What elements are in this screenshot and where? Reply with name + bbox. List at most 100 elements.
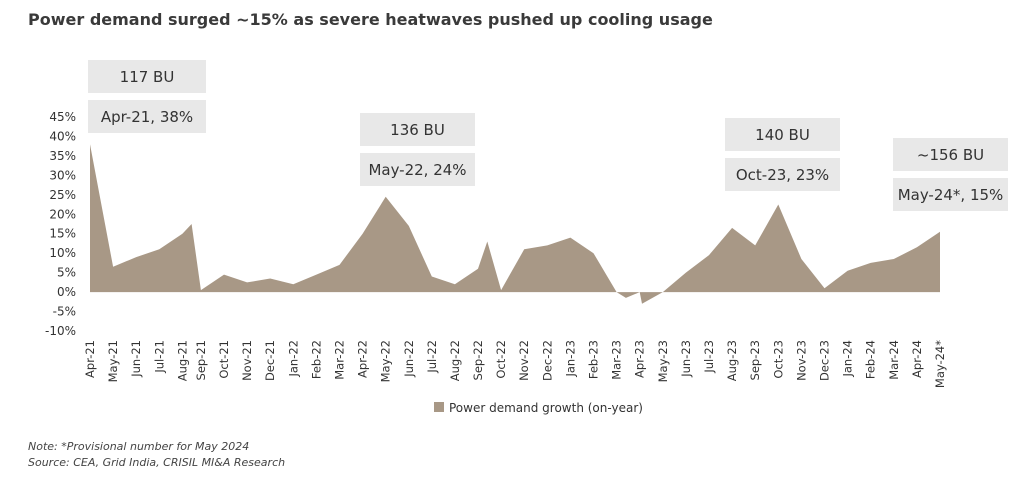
data-point: [639, 291, 641, 293]
x-tick-label: Sep-21: [194, 340, 208, 380]
y-tick-label: 10%: [49, 246, 76, 260]
x-tick-label: Sep-23: [748, 340, 762, 380]
data-point: [135, 256, 137, 258]
data-point: [939, 231, 941, 233]
data-point: [893, 258, 895, 260]
annotation-value: 140 BU: [755, 126, 810, 144]
data-point: [731, 227, 733, 229]
x-tick-label: Feb-23: [587, 340, 601, 379]
x-tick-label: Feb-24: [864, 340, 878, 379]
y-tick-label: 15%: [49, 227, 76, 241]
data-point: [223, 273, 225, 275]
data-point: [708, 254, 710, 256]
footnote: Note: *Provisional number for May 2024: [28, 440, 250, 453]
data-point: [800, 258, 802, 260]
annotation-box: [893, 178, 1008, 211]
data-point: [200, 289, 202, 291]
x-tick-label: Apr-21: [83, 340, 97, 378]
x-tick-label: Jul-22: [425, 340, 439, 374]
x-tick-label: Feb-22: [309, 340, 323, 379]
x-tick-label: Jan-23: [563, 340, 577, 378]
y-tick-label: 35%: [49, 149, 76, 163]
data-point: [385, 196, 387, 198]
y-tick-label: 45%: [49, 110, 76, 124]
x-tick-label: Aug-23: [725, 340, 739, 381]
source-note: Source: CEA, Grid India, CRISIL MI&A Res…: [28, 456, 286, 469]
x-tick-label: Aug-21: [175, 340, 189, 381]
y-tick-label: 0%: [57, 285, 76, 299]
x-tick-label: Dec-22: [540, 340, 554, 381]
area-series-power-demand: [90, 144, 940, 304]
annotation-value: ~156 BU: [917, 146, 984, 164]
data-point: [361, 233, 363, 235]
x-tick-label: May-24*: [933, 340, 947, 388]
annotation-box: [88, 100, 206, 133]
data-point: [569, 236, 571, 238]
x-tick-label: Nov-21: [240, 340, 254, 381]
annotation-label: May-24*, 15%: [898, 186, 1004, 204]
data-point: [916, 246, 918, 248]
y-tick-label: 25%: [49, 188, 76, 202]
x-tick-label: Oct-23: [771, 340, 785, 379]
data-point: [269, 277, 271, 279]
x-tick-label: Mar-22: [332, 340, 346, 380]
y-tick-label: -10%: [45, 324, 76, 338]
x-tick-label: Oct-22: [494, 340, 508, 379]
x-tick-label: Dec-23: [818, 340, 832, 381]
data-point: [338, 264, 340, 266]
data-point: [158, 248, 160, 250]
annotation-value: 117 BU: [120, 68, 175, 86]
x-tick-label: May-21: [106, 340, 120, 382]
data-point: [685, 271, 687, 273]
data-point: [754, 244, 756, 246]
chart-canvas: -10% -5% 0% 5% 10% 15% 20% 25% 30% 35% 40% 45% Apr-2…: [45, 60, 1008, 415]
legend-swatch: [434, 402, 444, 412]
annotation-label: May-22, 24%: [368, 161, 466, 179]
annotation-box: [725, 158, 840, 191]
legend-label: Power demand growth (on-year): [449, 401, 643, 415]
data-point: [777, 203, 779, 205]
annotation-box: [360, 113, 475, 146]
x-tick-label: Apr-22: [356, 340, 370, 378]
annotation-label: Apr-21, 38%: [101, 108, 193, 126]
x-tick-label: Nov-23: [794, 340, 808, 381]
data-point: [477, 268, 479, 270]
annotation-box: [360, 153, 475, 186]
x-tick-label: Nov-22: [517, 340, 531, 381]
y-tick-label: 30%: [49, 168, 76, 182]
data-point: [246, 281, 248, 283]
data-point: [89, 143, 91, 145]
annotation-box: [88, 60, 206, 93]
data-point: [431, 275, 433, 277]
x-tick-label: Mar-24: [887, 340, 901, 380]
data-point: [408, 225, 410, 227]
x-tick-label: Mar-23: [610, 340, 624, 380]
chart-title: Power demand surged ~15% as severe heatw…: [28, 10, 713, 29]
data-point: [662, 291, 664, 293]
x-tick-label: Apr-23: [633, 340, 647, 378]
x-tick-label: Oct-21: [217, 340, 231, 379]
data-point: [546, 244, 548, 246]
x-tick-label: Aug-22: [448, 340, 462, 381]
x-tick-label: Jun-23: [679, 340, 693, 378]
data-point: [523, 248, 525, 250]
y-tick-label: 5%: [57, 266, 76, 280]
y-tick-label: -5%: [53, 305, 76, 319]
y-tick-label: 20%: [49, 207, 76, 221]
x-tick-label: Dec-21: [263, 340, 277, 381]
data-point: [181, 233, 183, 235]
x-tick-label: May-22: [379, 340, 393, 382]
annotation-box: [893, 138, 1008, 171]
annotation-value: 136 BU: [390, 121, 445, 139]
data-point: [592, 252, 594, 254]
annotation-label: Oct-23, 23%: [736, 166, 829, 184]
annotation-box: [725, 118, 840, 151]
x-tick-label: Jun-22: [402, 340, 416, 378]
data-point: [870, 262, 872, 264]
data-point: [615, 291, 617, 293]
data-point: [823, 287, 825, 289]
x-tick-label: Jan-22: [286, 340, 300, 378]
data-point: [454, 283, 456, 285]
x-tick-label: Jul-23: [702, 340, 716, 374]
x-tick-label: Sep-22: [471, 340, 485, 380]
